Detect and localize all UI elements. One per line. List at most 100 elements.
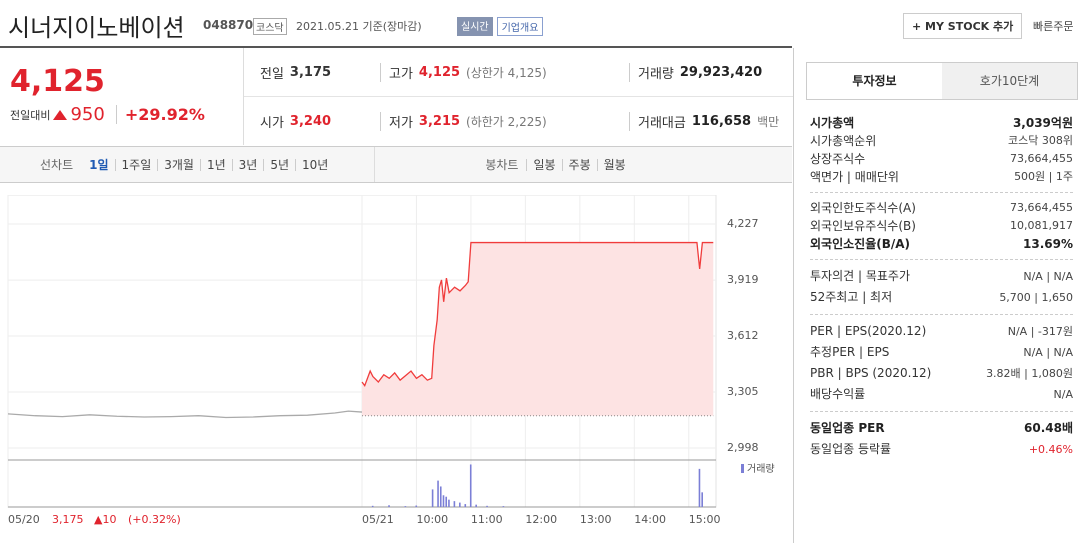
legend-swatch: [741, 464, 744, 473]
period-tab[interactable]: 1일: [89, 157, 109, 172]
x-tick-label: 11:00: [471, 513, 503, 526]
footer-change: ▲10: [94, 513, 116, 526]
info-row: 외국인보유주식수(B) 10,081,917: [810, 217, 1073, 235]
quote-value: 3,175: [289, 64, 332, 80]
change-value: 950: [70, 104, 105, 125]
quote-cell: 시가 3,240: [244, 112, 380, 131]
volume-bar: [388, 505, 390, 507]
x-tick-label: 12:00: [525, 513, 557, 526]
quote-label: 거래량: [638, 66, 674, 82]
volume-bar: [371, 505, 374, 507]
volume-bar: [445, 496, 448, 507]
volume-bar: [475, 504, 477, 507]
footer-close: 3,175: [52, 513, 84, 526]
info-value: +0.46%: [1028, 443, 1073, 456]
quote-label: 시가: [260, 115, 284, 131]
info-label: 외국인소진율(B/A): [810, 237, 911, 251]
info-value: 10,081,917: [1010, 219, 1073, 232]
candle-tab[interactable]: 주봉: [561, 158, 597, 171]
stock-name: 시너지이노베이션: [8, 14, 185, 42]
volume-bar: [404, 506, 407, 507]
info-row: 52주최고 | 최저 5,700 | 1,650: [810, 287, 1073, 308]
quote-row: 시가 3,240 저가 3,215 (하한가 2,225) 거래대금 116,658 백만: [244, 96, 793, 145]
period-tab[interactable]: 3년: [231, 158, 264, 171]
volume-bar: [453, 501, 456, 507]
info-row: 외국인한도주식수(A) 73,664,455: [810, 199, 1073, 217]
y-tick-label: 3,612: [727, 329, 759, 342]
info-row: 배당수익률 N/A: [810, 384, 1073, 405]
info-value: 5,700 | 1,650: [999, 291, 1073, 304]
y-tick-label: 3,305: [727, 385, 759, 398]
date: 2021.05.21 기준(장마감): [296, 20, 422, 33]
info-section: 투자의견 | 목표주가 N/A | N/A 52주최고 | 최저 5,700 | 1,…: [810, 260, 1073, 315]
quick-order[interactable]: 빠른주문: [1033, 20, 1074, 33]
volume-bar: [469, 464, 472, 507]
y-tick-label: 4,227: [727, 217, 759, 230]
info-row: 액면가 | 매매단위 500원 | 1주: [810, 168, 1073, 186]
my-stock-button[interactable]: + MY STOCK 추가: [903, 13, 1023, 39]
period-tab[interactable]: 1주일: [114, 158, 158, 171]
chart: 2,998 3,305 3,612 3,919 4,227 05/20 05/21 10:00…: [7, 195, 775, 526]
info-value: 500원 | 1주: [1014, 170, 1073, 183]
info-label: PBR | BPS (2020.12): [810, 366, 932, 380]
info-label: 시가총액순위: [810, 134, 877, 148]
price: 4,125: [10, 64, 105, 99]
volume-bar: [502, 506, 505, 507]
y-tick-label: 3,919: [727, 273, 759, 286]
change: 전일대비 950 +29.92%: [10, 104, 205, 125]
period-tab[interactable]: 3개월: [157, 158, 200, 171]
divider: [0, 46, 792, 48]
volume-bar: [459, 502, 461, 507]
info-section: 동일업종 PER 60.48배 동일업종 등락률 +0.46%: [810, 412, 1073, 466]
badge[interactable]: 기업개요: [496, 17, 544, 36]
info-row: 시가총액순위 코스닥 308위: [810, 132, 1073, 150]
tab-group-label: 선차트: [40, 158, 74, 172]
period-tab[interactable]: 1년: [199, 158, 232, 171]
market-tag: 코스닥: [253, 18, 287, 35]
info-value: N/A | N/A: [1023, 346, 1073, 359]
chart-tabs: 선차트 1일 1주일 3개월 1년 3년 5년 10년 봉차트 일봉 주봉 월봉: [0, 146, 792, 183]
info-value: N/A: [1053, 388, 1073, 401]
info-label: 배당수익률: [810, 387, 866, 401]
info-label: PER | EPS(2020.12): [810, 324, 927, 338]
info-row: 상장주식수 73,664,455: [810, 150, 1073, 168]
info-row: PBR | BPS (2020.12) 3.82배 | 1,080원: [810, 363, 1073, 384]
info-label: 외국인한도주식수(A): [810, 201, 916, 215]
info-label: 동일업종 PER: [810, 421, 885, 435]
candle-tab[interactable]: 일봉: [526, 158, 561, 171]
quote-cell: 거래량 29,923,420: [629, 62, 762, 82]
quote-table: 전일 3,175 고가 4,125 (상한가 4,125) 거래량 29,923,420 시가…: [243, 48, 793, 145]
period-tab[interactable]: 5년: [263, 158, 295, 171]
info-value: 3,039억원: [1012, 116, 1073, 130]
badge[interactable]: 실시간: [457, 17, 493, 36]
info-section: 시가총액 3,039억원 시가총액순위 코스닥 308위 상장주식수 73,664,455…: [810, 108, 1073, 193]
info-section: 외국인한도주식수(A) 73,664,455 외국인보유주식수(B) 10,081,9…: [810, 193, 1073, 260]
info-tab[interactable]: 호가10단계: [942, 63, 1077, 99]
quote-extra: (상한가 4,125): [466, 65, 547, 80]
info-value: 13.69%: [1023, 237, 1073, 251]
info-value: 코스닥 308위: [1008, 134, 1073, 147]
x-tick-label: 05/21: [362, 513, 394, 526]
y-tick-label: 2,998: [727, 441, 759, 454]
quote-cell: 저가 3,215 (하한가 2,225): [380, 111, 629, 131]
volume-bar: [439, 486, 442, 507]
legend-label: 거래량: [747, 463, 775, 475]
info-row: 동일업종 등락률 +0.46%: [810, 439, 1073, 460]
volume-bar: [486, 505, 488, 507]
candle-tab[interactable]: 월봉: [596, 158, 632, 171]
info-tab[interactable]: 투자정보: [807, 63, 942, 99]
x-tick-label: 10:00: [416, 513, 448, 526]
volume-bar: [464, 504, 467, 507]
quote-row: 전일 3,175 고가 4,125 (상한가 4,125) 거래량 29,923,420: [244, 48, 793, 96]
period-tab[interactable]: 10년: [295, 158, 334, 171]
volume-bar: [448, 499, 450, 507]
info-value: 73,664,455: [1010, 201, 1073, 214]
quote-value: 3,215: [418, 113, 461, 129]
info-sections: 시가총액 3,039억원 시가총액순위 코스닥 308위 상장주식수 73,664,455…: [810, 108, 1073, 466]
info-value: N/A | N/A: [1023, 270, 1073, 283]
info-row: PER | EPS(2020.12) N/A | -317원: [810, 321, 1073, 342]
volume-bar: [431, 489, 434, 507]
tab-group-label: 봉차트: [485, 158, 519, 172]
x-tick-label: 14:00: [634, 513, 666, 526]
